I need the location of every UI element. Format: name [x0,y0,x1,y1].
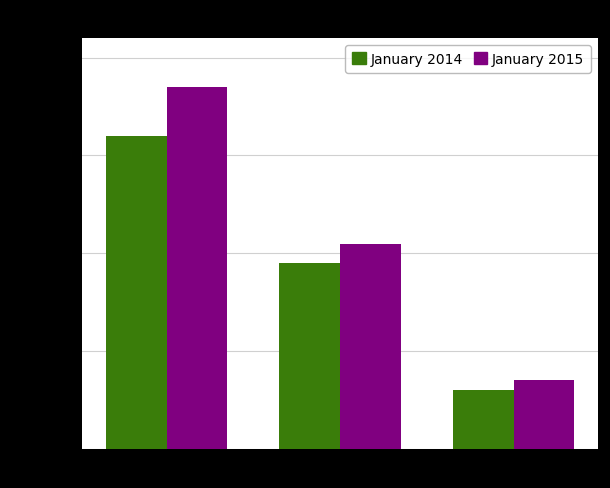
Bar [514,381,575,449]
Bar [106,137,167,449]
Legend: January 2014, January 2015: January 2014, January 2015 [345,46,591,74]
Bar [453,390,514,449]
Bar [279,264,340,449]
Bar [167,88,228,449]
Bar [340,244,401,449]
